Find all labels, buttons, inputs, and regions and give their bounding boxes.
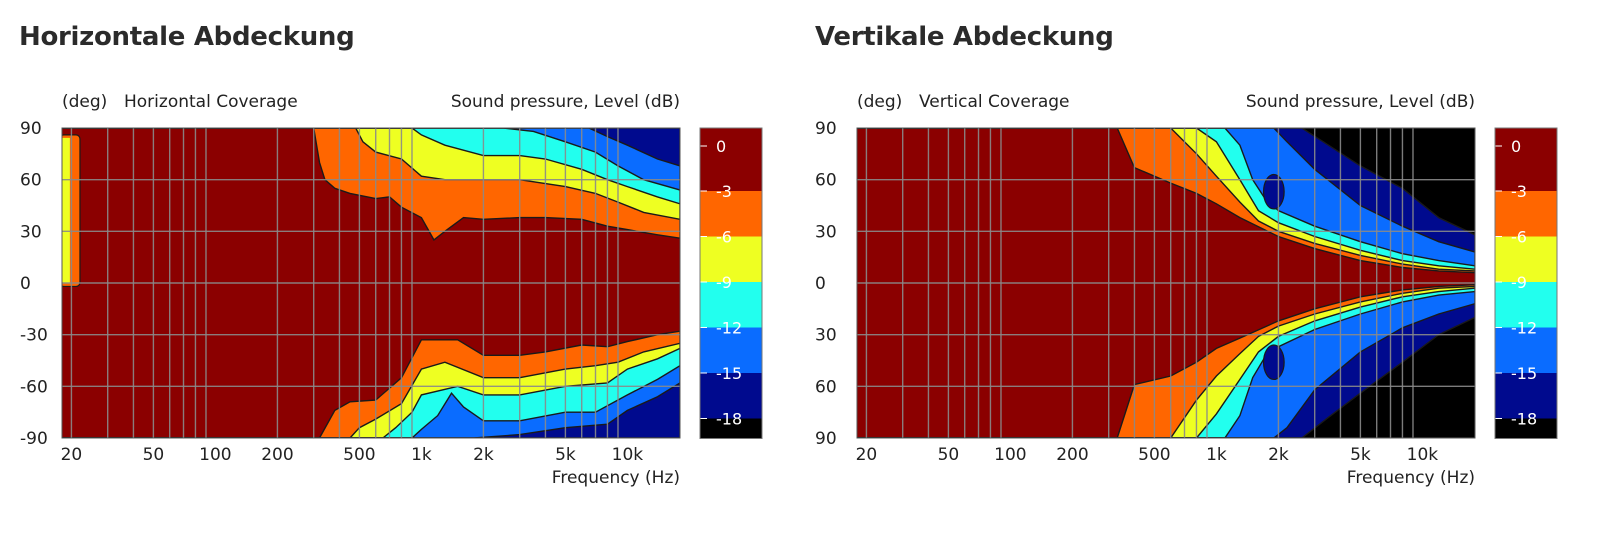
- x-tick-label: 1k: [1206, 445, 1227, 465]
- y-tick-label: 90: [815, 429, 837, 449]
- colorbar-frame: [699, 127, 763, 439]
- colorbar-band: [700, 191, 762, 237]
- vertical-coverage-chart: (deg) Vertical Coverage Sound pressure, Le…: [815, 92, 1558, 488]
- y-tick-label: 60: [815, 377, 837, 397]
- plot-frame: [61, 127, 681, 439]
- value-label: Sound pressure, Level (dB): [451, 92, 680, 112]
- plot-frame: [856, 127, 1476, 439]
- colorbar-band: [700, 418, 762, 439]
- x-tick-label: 5k: [555, 445, 576, 465]
- y-tick-label: 60: [815, 171, 837, 191]
- y-tick-label: 30: [815, 222, 837, 242]
- colorbar-band: [1495, 418, 1557, 439]
- contour-island-1: [1262, 344, 1285, 381]
- chart-title: Vertical Coverage: [919, 92, 1070, 112]
- x-tick-label: 200: [261, 445, 293, 465]
- x-tick-label: 5k: [1350, 445, 1371, 465]
- colorbar-band: [700, 236, 762, 282]
- colorbar-label: 0: [716, 137, 726, 156]
- right-chart-heading: Vertikale Abdeckung: [815, 22, 1114, 52]
- x-tick-label: 10k: [612, 445, 644, 465]
- colorbar-band: [1495, 373, 1557, 419]
- y-tick-label: 90: [815, 119, 837, 139]
- left-chart-heading: Horizontale Abdeckung: [19, 22, 355, 52]
- x-tick-label: 50: [143, 445, 165, 465]
- chart-title: Horizontal Coverage: [124, 92, 298, 112]
- y-tick-label: -90: [20, 429, 48, 449]
- colorbar-band: [1495, 191, 1557, 237]
- x-tick-label: 500: [1138, 445, 1170, 465]
- colorbar-label: -18: [716, 410, 742, 429]
- x-tick-label: 1k: [411, 445, 432, 465]
- colorbar-label: -3: [1511, 182, 1527, 201]
- x-tick-label: 100: [994, 445, 1026, 465]
- x-axis-label: Frequency (Hz): [552, 468, 680, 488]
- y-tick-label: 60: [20, 171, 42, 191]
- x-tick-label: 100: [199, 445, 231, 465]
- low-frequency-artifact-inner: [62, 137, 70, 284]
- colorbar-band: [700, 128, 762, 191]
- colorbar-label: -18: [1511, 410, 1537, 429]
- x-tick-label: 20: [61, 445, 83, 465]
- y-tick-label: 90: [20, 119, 42, 139]
- colorbar-label: 0: [1511, 137, 1521, 156]
- x-axis-label: Frequency (Hz): [1347, 468, 1475, 488]
- colorbar-band: [1495, 128, 1557, 191]
- x-tick-label: 200: [1056, 445, 1088, 465]
- colorbar-band: [1495, 327, 1557, 373]
- y-tick-label: 0: [20, 274, 31, 294]
- colorbar-label: -9: [1511, 273, 1527, 292]
- x-tick-label: 20: [856, 445, 878, 465]
- horizontal-coverage-chart: (deg) Horizontal Coverage Sound pressure, …: [20, 92, 763, 488]
- colorbar-label: -15: [1511, 364, 1537, 383]
- colorbar-label: -12: [1511, 319, 1537, 338]
- colorbar-label: -9: [716, 273, 732, 292]
- x-tick-label: 500: [343, 445, 375, 465]
- contour-region-upper-minus9: [62, 128, 680, 205]
- y-axis-unit-label: (deg): [857, 92, 902, 112]
- colorbar-label: -3: [716, 182, 732, 201]
- value-label: Sound pressure, Level (dB): [1246, 92, 1475, 112]
- colorbar-frame: [1494, 127, 1558, 439]
- y-tick-label: -30: [20, 326, 48, 346]
- colorbar-label: -15: [716, 364, 742, 383]
- y-axis-unit-label: (deg): [62, 92, 107, 112]
- contour-region-lower-minus15: [857, 302, 1475, 438]
- colorbar-band: [1495, 236, 1557, 282]
- y-tick-label: 0: [815, 274, 826, 294]
- y-tick-label: -60: [20, 377, 48, 397]
- y-tick-label: 30: [20, 222, 42, 242]
- colorbar-band: [700, 282, 762, 328]
- x-tick-label: 50: [938, 445, 960, 465]
- x-tick-label: 10k: [1407, 445, 1439, 465]
- colorbar-label: -6: [1511, 228, 1527, 247]
- x-tick-label: 2k: [1268, 445, 1289, 465]
- contour-region-upper-minus15: [857, 128, 1475, 253]
- y-tick-label: 30: [815, 326, 837, 346]
- colorbar-label: -12: [716, 319, 742, 338]
- colorbar-label: -6: [716, 228, 732, 247]
- colorbar-band: [700, 327, 762, 373]
- colorbar-band: [700, 373, 762, 419]
- colorbar-band: [1495, 282, 1557, 328]
- x-tick-label: 2k: [473, 445, 494, 465]
